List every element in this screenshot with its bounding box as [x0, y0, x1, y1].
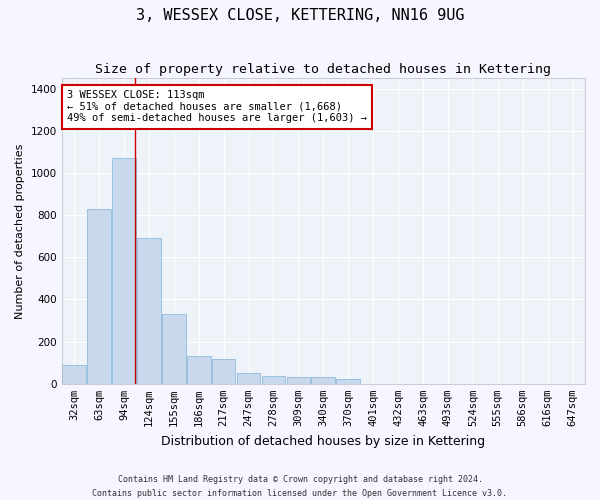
Bar: [212, 358, 235, 384]
Title: Size of property relative to detached houses in Kettering: Size of property relative to detached ho…: [95, 62, 551, 76]
Bar: [237, 374, 260, 384]
Text: Contains HM Land Registry data © Crown copyright and database right 2024.
Contai: Contains HM Land Registry data © Crown c…: [92, 476, 508, 498]
Y-axis label: Number of detached properties: Number of detached properties: [15, 143, 25, 318]
Bar: [112, 158, 136, 384]
Text: 3 WESSEX CLOSE: 113sqm
← 51% of detached houses are smaller (1,668)
49% of semi-: 3 WESSEX CLOSE: 113sqm ← 51% of detached…: [67, 90, 367, 124]
Bar: [311, 378, 335, 384]
Bar: [137, 238, 161, 384]
Bar: [62, 365, 86, 384]
X-axis label: Distribution of detached houses by size in Kettering: Distribution of detached houses by size …: [161, 434, 485, 448]
Bar: [87, 209, 111, 384]
Bar: [287, 378, 310, 384]
Bar: [262, 376, 286, 384]
Text: 3, WESSEX CLOSE, KETTERING, NN16 9UG: 3, WESSEX CLOSE, KETTERING, NN16 9UG: [136, 8, 464, 22]
Bar: [162, 314, 185, 384]
Bar: [187, 356, 211, 384]
Bar: [337, 378, 360, 384]
